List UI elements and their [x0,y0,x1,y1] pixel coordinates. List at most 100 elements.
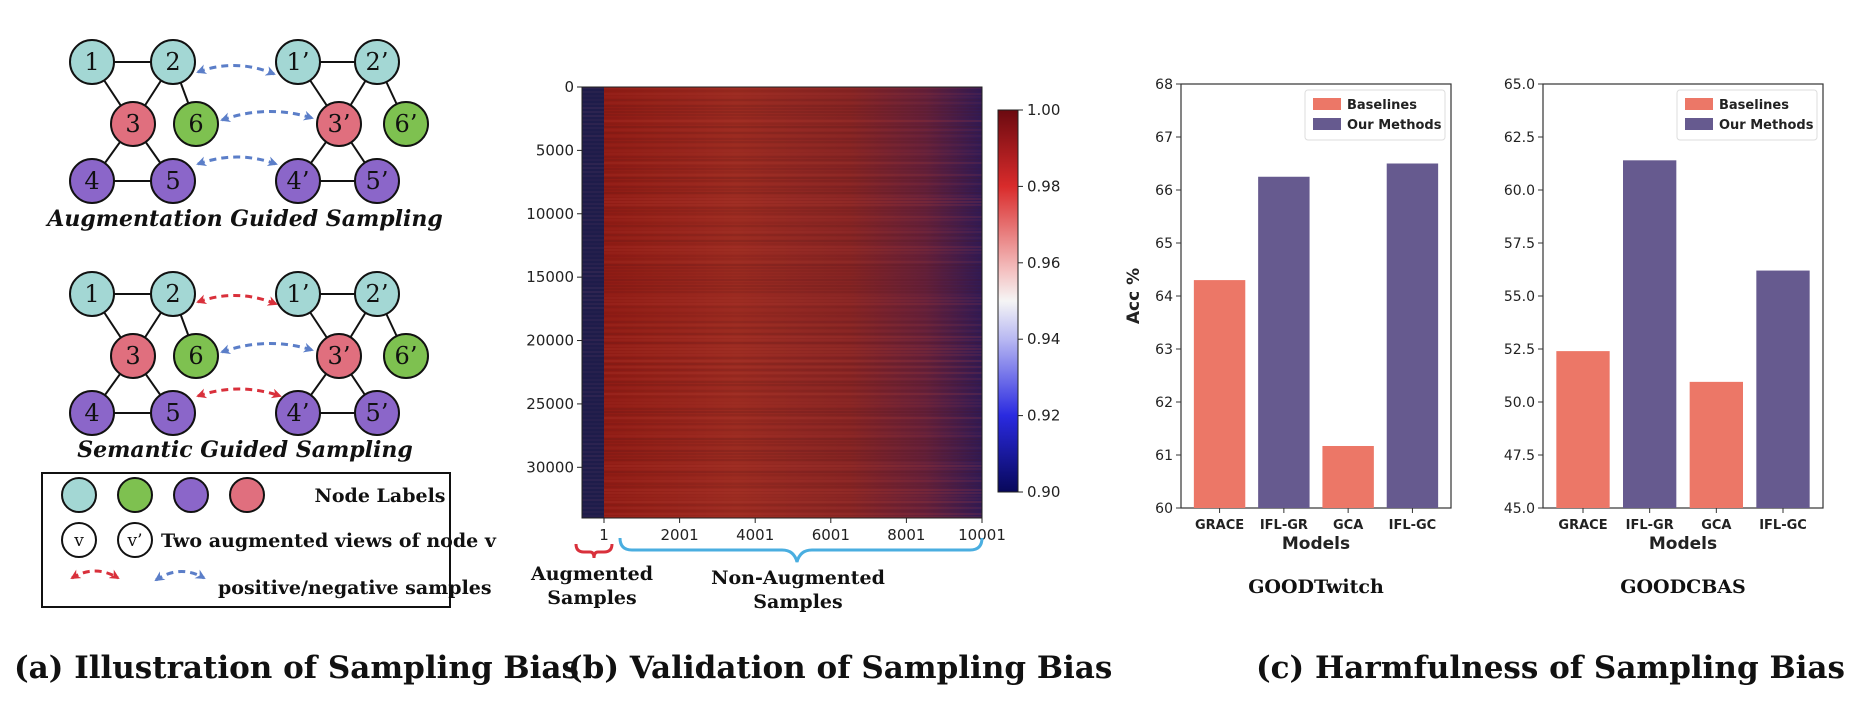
heatmap-augmented-stripe [582,395,604,397]
heatmap-augmented-stripe [582,487,604,489]
heatmap-augmented-stripe [582,411,604,413]
aug-graph-left-node-label: 4 [84,167,99,195]
heatmap-row-stripe [604,411,982,413]
heatmap-augmented-stripe [582,135,604,137]
sem-graph-left-node-label: 6 [188,342,203,370]
heatmap-row-stripe [604,222,982,224]
heatmap-augmented-stripe [582,251,604,253]
heatmap-augmented-stripe [582,271,604,273]
heatmap-row-stripe [604,294,982,296]
heatmap-row-stripe [604,354,982,356]
heatmap-augmented-stripe [582,407,604,409]
heatmap-row-stripe [604,102,982,104]
sem-graph-right-node [383,333,429,379]
heatmap-row-stripe [604,288,982,290]
heatmap-y-tick-label: 30000 [526,458,574,476]
aug-graph-left-node-label: 2 [165,48,180,76]
aug-graph-right-node-label: 3’ [328,110,351,138]
sem-graph-left-node-label: 3 [125,342,140,370]
sem-graph-left-node [150,390,196,436]
aug-graph-left-node [69,158,115,204]
heatmap-row-stripe [604,195,982,197]
heatmap-augmented-stripe [582,199,604,201]
heatmap-augmented-stripe [582,351,604,353]
heatmap-augmented-stripe [582,503,604,505]
positive-pair-arrow [196,387,282,399]
heatmap-row-stripe [604,189,982,191]
bar [1322,445,1374,508]
legend-node-swatch [229,477,265,513]
colorbar-tick-label: 0.94 [1027,330,1060,348]
heatmap-row-stripe [604,198,982,200]
y-tick-label: 60 [1155,501,1173,517]
aug-graph-left-node [150,158,196,204]
aug-graph-right-node [275,158,321,204]
heatmap-row-stripe [604,96,982,98]
heatmap-augmented-stripe [582,499,604,501]
heatmap-augmented-stripe [582,447,604,449]
sem-graph-right-node [354,390,400,436]
bar-chart-goodtwitch: 60 61 62 63 64 65 66 67 68 GRACE IFL-GR GCA IFL-GC Mo… [1124,77,1452,598]
aug-title: Augmentation Guided Sampling [45,206,442,232]
heatmap-row-stripe [604,408,982,410]
heatmap-row-stripe [604,276,982,278]
heatmap-row-stripe [604,300,982,302]
sem-graph-left-node [110,333,156,379]
heatmap-augmented-stripe [582,331,604,333]
heatmap-row-stripe [604,462,982,464]
heatmap-row-stripe [604,516,982,518]
heatmap-row-stripe [604,213,982,215]
heatmap-non-augmented-region [604,87,982,518]
heatmap-row-stripe [604,234,982,236]
heatmap-row-stripe [604,252,982,254]
heatmap-row-stripe [604,372,982,374]
colorbar-tick-label: 0.96 [1027,254,1060,272]
heatmap-row-stripe [604,93,982,95]
aug-graph-left-node-label: 6 [188,110,203,138]
heatmap-x-tick-label: 4001 [736,526,774,544]
heatmap-row-stripe [604,321,982,323]
heatmap-augmented-stripe [582,355,604,357]
heatmap-row-stripe [604,267,982,269]
heatmap-row-stripe [604,231,982,233]
heatmap-row-stripe [604,396,982,398]
heatmap-augmented-stripe [582,103,604,105]
heatmap-augmented-stripe [582,99,604,101]
heatmap-row-stripe [604,87,982,89]
heatmap-row-stripe [604,498,982,500]
heatmap-augmented-stripe [582,347,604,349]
heatmap-augmented-stripe [582,179,604,181]
heatmap-augmented-stripe [582,239,604,241]
heatmap-row-stripe [604,240,982,242]
heatmap-row-stripe [604,429,982,431]
heatmap-augmented-stripe [582,263,604,265]
legend-swatch [1685,98,1713,110]
heatmap-augmented-stripe [582,431,604,433]
heatmap-row-stripe [604,435,982,437]
heatmap-row-stripe [604,417,982,419]
heatmap-augmented-stripe [582,219,604,221]
heatmap-augmented-stripe [582,283,604,285]
heatmap-augmented-stripe [582,139,604,141]
bar [1689,381,1743,508]
y-tick-label: 61 [1155,448,1173,464]
heatmap-augmented-stripe [582,391,604,393]
heatmap-row-stripe [604,105,982,107]
heatmap-row-stripe [604,456,982,458]
heatmap-augmented-stripe [582,163,604,165]
y-tick-label: 60.0 [1504,183,1535,199]
heatmap-augmented-stripe [582,87,604,89]
heatmap-row-stripe [604,309,982,311]
legend-node-swatch [173,477,209,513]
heatmap-augmented-stripe [582,403,604,405]
heatmap-row-stripe [604,129,982,131]
caption-panel-b: (b) Validation of Sampling Bias [568,650,1113,686]
heatmap-augmented-stripe [582,223,604,225]
y-tick-label: 66 [1155,183,1173,199]
sem-graph-left-node-label: 1 [84,280,99,308]
legend-label: Our Methods [1719,118,1814,133]
heatmap-augmented-stripe [582,95,604,97]
heatmap-y-tick-label: 25000 [526,395,574,413]
heatmap-row-stripe [604,165,982,167]
heatmap-augmented-stripe [582,247,604,249]
